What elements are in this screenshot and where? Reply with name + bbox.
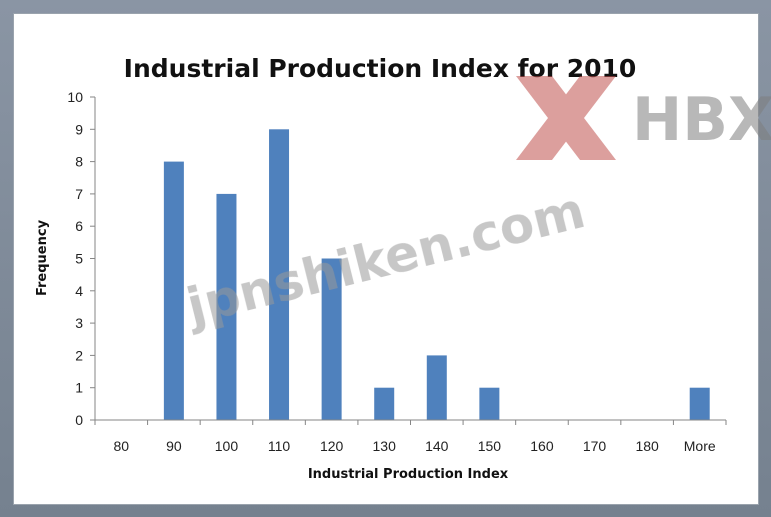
x-logo-icon — [516, 76, 616, 160]
y-tick-label: 2 — [75, 347, 83, 363]
y-tick-label: 9 — [75, 121, 83, 137]
y-tick-label: 4 — [75, 283, 83, 299]
y-tick-label: 7 — [75, 186, 83, 202]
bar-150 — [479, 387, 500, 420]
x-tick-label: 170 — [583, 438, 607, 454]
y-axis-title: Frequency — [35, 219, 50, 296]
y-tick-label: 8 — [75, 154, 83, 170]
x-tick-label: 180 — [635, 438, 659, 454]
chart-title: Industrial Production Index for 2010 — [124, 54, 637, 83]
bar-130 — [374, 387, 395, 420]
x-axis: 80 90 100 110 120 130 140 150 160 170 180 More — [94, 420, 727, 454]
x-tick-label: 120 — [320, 438, 344, 454]
x-tick-label: 140 — [425, 438, 449, 454]
y-tick-label: 3 — [75, 315, 83, 331]
y-tick-label: 6 — [75, 218, 83, 234]
y-tick-label: 5 — [75, 251, 83, 267]
x-tick-label: 110 — [268, 438, 291, 454]
x-tick-label: 130 — [373, 438, 397, 454]
x-tick-label: 80 — [114, 438, 130, 454]
watermark-logo-text: HBX — [632, 85, 771, 155]
x-axis-title: Industrial Production Index — [308, 467, 509, 482]
bars — [163, 129, 710, 421]
bar-140 — [426, 355, 447, 420]
bar-110 — [269, 129, 290, 421]
x-tick-label: 90 — [166, 438, 182, 454]
y-tick-label: 0 — [75, 412, 83, 428]
x-tick-label: 100 — [215, 438, 239, 454]
bar-100 — [216, 193, 237, 420]
x-tick-label: 150 — [478, 438, 502, 454]
x-tick-label: More — [684, 438, 716, 454]
x-tick-label: 160 — [530, 438, 554, 454]
watermark: HBX jpnshiken.com — [179, 76, 771, 336]
bar-120 — [321, 258, 342, 420]
y-axis: 0 1 2 3 4 5 6 7 8 9 10 — [67, 89, 95, 428]
y-tick-label: 1 — [75, 380, 83, 396]
chart-panel — [13, 13, 759, 505]
bar-more — [689, 387, 710, 420]
bar-90 — [163, 161, 184, 420]
watermark-site-text: jpnshiken.com — [179, 181, 590, 336]
y-tick-label: 10 — [67, 89, 83, 105]
